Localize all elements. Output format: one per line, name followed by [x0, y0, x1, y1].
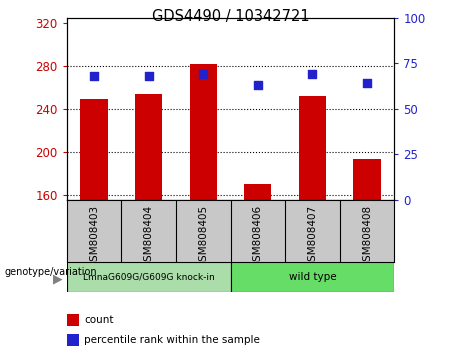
Text: GSM808407: GSM808407 — [307, 205, 317, 268]
Bar — [67, 314, 79, 326]
Bar — [135, 94, 162, 200]
Point — [309, 72, 316, 77]
Point — [200, 72, 207, 77]
Bar — [67, 334, 79, 346]
Text: ▶: ▶ — [53, 272, 63, 285]
Bar — [353, 159, 380, 200]
Point — [254, 82, 261, 88]
Text: GDS4490 / 10342721: GDS4490 / 10342721 — [152, 9, 309, 24]
Bar — [230, 262, 394, 292]
Text: GSM808405: GSM808405 — [198, 205, 208, 268]
Bar — [244, 184, 272, 200]
Text: GSM808408: GSM808408 — [362, 205, 372, 268]
Bar — [81, 99, 108, 200]
Text: count: count — [84, 315, 113, 325]
Text: wild type: wild type — [289, 272, 336, 282]
Bar — [67, 262, 230, 292]
Point — [363, 80, 371, 86]
Text: LmnaG609G/G609G knock-in: LmnaG609G/G609G knock-in — [83, 273, 214, 281]
Bar — [189, 64, 217, 200]
Text: GSM808404: GSM808404 — [144, 205, 154, 268]
Text: genotype/variation: genotype/variation — [5, 267, 97, 277]
Text: percentile rank within the sample: percentile rank within the sample — [84, 335, 260, 345]
Text: GSM808403: GSM808403 — [89, 205, 99, 268]
Point — [145, 73, 152, 79]
Text: GSM808406: GSM808406 — [253, 205, 263, 268]
Bar — [299, 96, 326, 200]
Point — [90, 73, 98, 79]
